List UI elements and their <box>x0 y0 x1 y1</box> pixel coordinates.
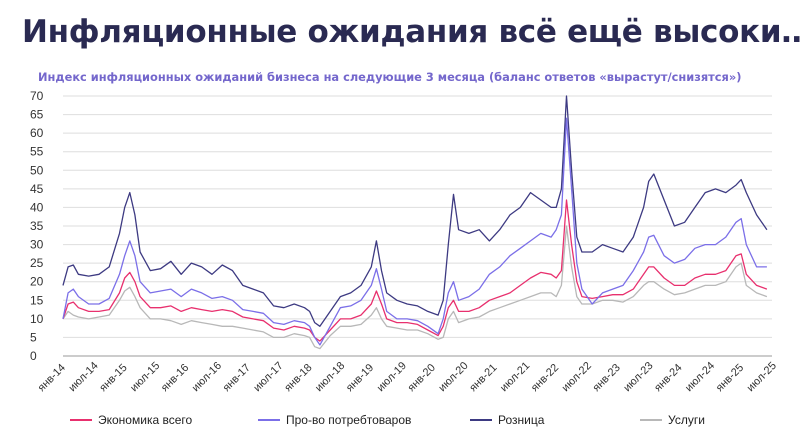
x-tick-label: июл-14 <box>66 360 100 394</box>
x-tick-label: июл-21 <box>498 360 532 394</box>
x-tick-label: июл-23 <box>621 360 655 394</box>
legend-label: Услуги <box>668 413 705 427</box>
x-tick-label: июл-16 <box>190 360 224 394</box>
y-tick-label: 70 <box>30 89 44 103</box>
x-tick-label: янв-14 <box>36 362 68 394</box>
y-tick-label: 10 <box>30 312 44 326</box>
gridlines <box>63 95 772 357</box>
x-tick-label: июл-17 <box>251 360 285 394</box>
x-tick-label: янв-25 <box>714 362 746 394</box>
x-tick-label: янв-24 <box>652 362 684 394</box>
legend-label: Экономика всего <box>98 413 192 427</box>
x-tick-label: янв-15 <box>97 362 129 394</box>
y-tick-label: 35 <box>30 219 44 233</box>
y-tick-label: 5 <box>30 330 37 344</box>
y-tick-label: 0 <box>30 349 37 363</box>
legend-item: Про-во потребтоваров <box>258 413 411 427</box>
x-tick-label: янв-19 <box>344 362 376 394</box>
x-tick-label: янв-16 <box>159 362 191 394</box>
series-line <box>62 225 768 350</box>
series-line <box>62 95 768 327</box>
x-tick-label: июл-22 <box>560 360 594 394</box>
y-tick-label: 65 <box>30 108 44 122</box>
legend-item: Экономика всего <box>70 413 192 427</box>
y-tick-label: 25 <box>30 256 44 270</box>
y-axis: 0 5 10 15 20 25 30 35 40 45 50 55 60 65 70 <box>30 89 44 363</box>
series-line <box>62 117 767 346</box>
x-tick-label: янв-17 <box>221 362 253 394</box>
x-tick-label: июл-18 <box>313 360 347 394</box>
x-tick-label: июл-24 <box>683 360 717 394</box>
y-tick-label: 60 <box>30 126 44 140</box>
y-tick-label: 55 <box>30 145 44 159</box>
page-title: Инфляционные ожидания всё ещё высоки… <box>22 14 800 50</box>
x-tick-label: янв-18 <box>282 362 314 394</box>
x-tick-label: июл-25 <box>745 360 779 394</box>
chart-subtitle: Индекс инфляционных ожиданий бизнеса на … <box>38 70 742 84</box>
x-tick-label: янв-20 <box>406 362 438 394</box>
legend-label: Розница <box>498 413 545 427</box>
legend-label: Про-во потребтоваров <box>286 413 411 427</box>
x-tick-label: янв-21 <box>467 362 499 394</box>
x-tick-label: июл-15 <box>128 360 162 394</box>
x-axis: янв-14июл-14янв-15июл-15янв-16июл-16янв-… <box>36 360 779 394</box>
series-line <box>62 199 768 342</box>
y-tick-label: 45 <box>30 182 44 196</box>
legend-item: Услуги <box>640 413 705 427</box>
x-tick-label: июл-19 <box>375 360 409 394</box>
y-tick-label: 20 <box>30 275 44 289</box>
y-tick-label: 30 <box>30 238 44 252</box>
y-tick-label: 15 <box>30 293 44 307</box>
x-tick-label: янв-22 <box>529 362 561 394</box>
x-tick-label: янв-23 <box>591 362 623 394</box>
legend-item: Розница <box>470 413 545 427</box>
legend: Экономика всего Про-во потребтоваров Розни… <box>70 413 705 427</box>
y-tick-label: 50 <box>30 163 44 177</box>
x-tick-label: июл-20 <box>436 360 470 394</box>
y-tick-label: 40 <box>30 200 44 214</box>
plot-area <box>62 95 768 350</box>
